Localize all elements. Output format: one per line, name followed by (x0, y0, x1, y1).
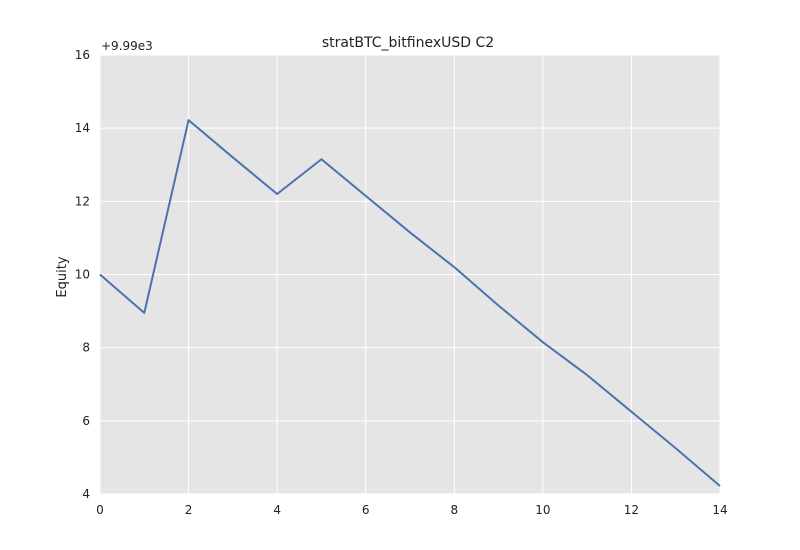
y-axis-ticks: 4 6 8 10 12 14 16 (75, 48, 90, 501)
y-tick-label: 14 (75, 121, 90, 135)
series-layer (99, 119, 721, 487)
y-tick-label: 10 (75, 268, 90, 282)
x-tick-label: 10 (535, 503, 550, 517)
x-tick-label: 14 (712, 503, 727, 517)
chart-title: stratBTC_bitfinexUSD C2 (322, 35, 494, 51)
y-tick-label: 12 (75, 194, 90, 208)
y-tick-label: 4 (82, 487, 90, 501)
x-tick-label: 12 (624, 503, 639, 517)
y-tick-label: 6 (82, 414, 90, 428)
x-axis-ticks: 0 2 4 6 8 10 12 14 (96, 503, 727, 517)
x-tick-label: 2 (185, 503, 193, 517)
x-tick-label: 4 (273, 503, 281, 517)
y-tick-label: 16 (75, 48, 90, 62)
grid (99, 54, 721, 495)
x-tick-label: 0 (96, 503, 104, 517)
series-line (99, 119, 721, 487)
y-axis-offset-label: +9.99e3 (101, 39, 153, 53)
y-tick-label: 8 (82, 341, 90, 355)
y-axis-label: Equity (55, 256, 70, 297)
x-tick-label: 8 (450, 503, 458, 517)
x-tick-label: 6 (362, 503, 370, 517)
